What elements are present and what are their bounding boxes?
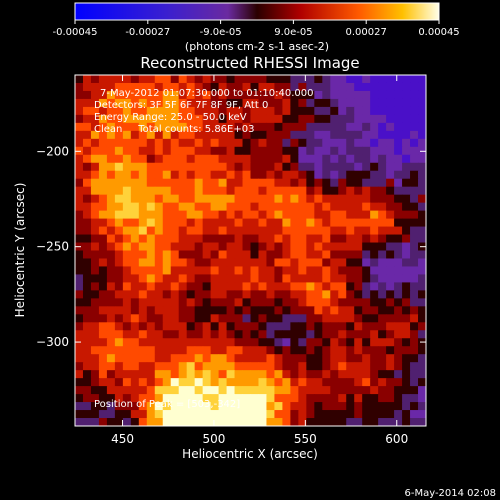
annotation-energy: Energy Range: 25.0 - 50.0 keV [94, 112, 247, 123]
x-tick-label: 600 [385, 432, 408, 446]
colorbar-tick-label: -9.0e-05 [200, 27, 242, 38]
annotation-detectors: Detectors: 3F 5F 6F 7F 8F 9F, Att 0 [94, 100, 268, 111]
peak-position-label: Position of Peak = [503,-342] [94, 399, 240, 410]
x-axis-label: Heliocentric X (arcsec) [182, 447, 318, 461]
colorbar-tick-label: 9.0e-05 [274, 27, 312, 38]
footer-date: 6-May-2014 02:08 [404, 488, 496, 499]
colorbar-tick-label: 0.00045 [418, 27, 459, 38]
x-tick-label: 550 [294, 432, 317, 446]
y-tick-label: −250 [36, 240, 69, 254]
x-tick-label: 500 [202, 432, 225, 446]
x-axis: 450 500 550 600 [111, 75, 408, 446]
y-tick-label: −200 [36, 144, 69, 158]
y-axis: −200 −250 −300 [36, 144, 426, 349]
x-tick-label: 450 [111, 432, 134, 446]
colorbar-gradient [74, 2, 440, 21]
colorbar-tick-labels: -0.00045 -0.00027 -9.0e-05 9.0e-05 0.00027 0.… [53, 27, 460, 38]
annotation-clean: Clean Total counts: 5.86E+03 [94, 124, 254, 135]
colorbar: -0.00045 -0.00027 -9.0e-05 9.0e-05 0.00027 0.… [53, 2, 460, 53]
chart-title: Reconstructed RHESSI Image [140, 54, 359, 72]
colorbar-ticks [74, 20, 440, 24]
heatmap-image [75, 75, 426, 426]
colorbar-tick-label: -0.00027 [125, 27, 170, 38]
annotations: 7-May-2012 01:07:30.000 to 01:10:40.000 … [94, 88, 313, 410]
annotation-time: 7-May-2012 01:07:30.000 to 01:10:40.000 [100, 88, 313, 99]
colorbar-label: (photons cm-2 s-1 asec-2) [185, 40, 329, 53]
colorbar-tick-label: -0.00045 [53, 27, 98, 38]
y-tick-label: −300 [36, 335, 69, 349]
plot-frame [74, 74, 427, 427]
y-axis-label: Heliocentric Y (arcsec) [13, 183, 27, 318]
colorbar-tick-label: 0.00027 [346, 27, 387, 38]
